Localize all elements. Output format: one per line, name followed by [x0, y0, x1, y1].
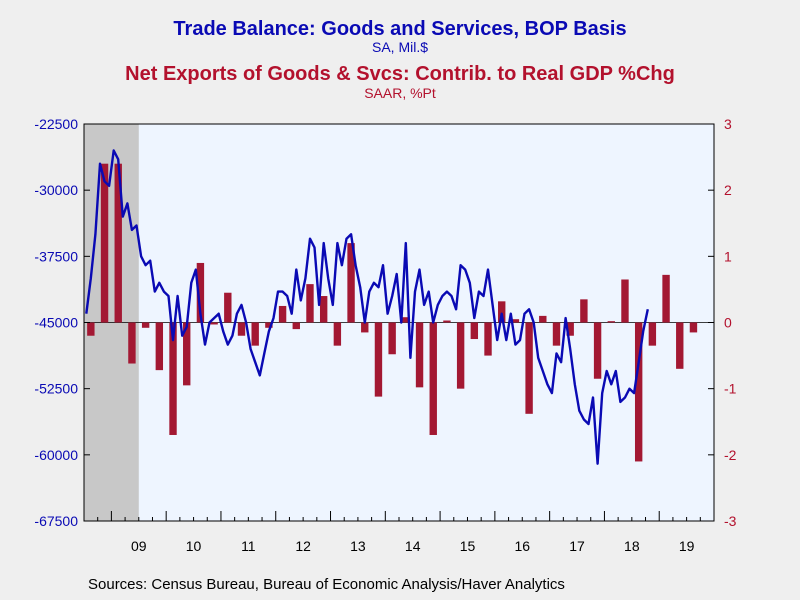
- right-axis-tick-label: -2: [724, 447, 737, 463]
- right-axis-tick-label: 1: [724, 248, 732, 264]
- right-axis-tick-label: -1: [724, 381, 737, 397]
- net-exports-bar: [621, 279, 629, 323]
- net-exports-bar: [155, 322, 164, 371]
- net-exports-bar: [141, 322, 150, 328]
- left-axis-tick-label: -45000: [34, 315, 78, 331]
- x-axis-tick-label: 16: [514, 538, 530, 554]
- trade-balance-line: [85, 149, 649, 465]
- net-exports-bar: [511, 319, 520, 323]
- net-exports-bar: [169, 322, 177, 435]
- left-axis-tick-label: -60000: [34, 447, 78, 463]
- net-exports-bar: [552, 322, 561, 346]
- net-exports-bar: [689, 322, 698, 333]
- chart-subtitle-secondary: SAAR, %Pt: [364, 85, 436, 101]
- net-exports-bar: [580, 299, 588, 323]
- net-exports-bar: [237, 322, 246, 336]
- net-exports-bar: [525, 322, 533, 414]
- net-exports-bar: [402, 317, 410, 323]
- x-axis-tick-label: 12: [295, 538, 311, 554]
- x-axis-tick-label: 19: [679, 538, 695, 554]
- net-exports-bar: [676, 322, 684, 369]
- net-exports-bar: [388, 322, 396, 355]
- net-exports-bar: [456, 322, 465, 389]
- x-axis-tick-label: 17: [569, 538, 585, 554]
- net-exports-bar: [361, 322, 369, 333]
- x-axis-tick-label: 09: [131, 538, 147, 554]
- net-exports-bar: [498, 301, 506, 323]
- right-axis-tick-label: 3: [724, 116, 732, 132]
- net-exports-bar: [539, 315, 547, 323]
- net-exports-bar: [593, 322, 602, 379]
- net-exports-bar: [306, 284, 314, 323]
- right-axis-tick-label: -3: [724, 513, 737, 529]
- chart-title: Trade Balance: Goods and Services, BOP B…: [173, 18, 627, 40]
- chart-title-secondary: Net Exports of Goods & Svcs: Contrib. to…: [125, 63, 675, 85]
- net-exports-bar: [429, 322, 437, 435]
- x-axis-tick-label: 11: [241, 538, 256, 554]
- source-note: Sources: Census Bureau, Bureau of Econom…: [88, 576, 565, 593]
- x-axis-tick-label: 15: [460, 538, 476, 554]
- x-axis-tick-label: 13: [350, 538, 366, 554]
- net-exports-bar: [347, 243, 355, 323]
- net-exports-bar: [374, 322, 383, 397]
- net-exports-bar: [607, 321, 615, 323]
- net-exports-bar: [224, 292, 232, 323]
- left-axis-tick-label: -22500: [34, 116, 78, 132]
- net-exports-bar: [443, 320, 451, 323]
- chart-subtitle: SA, Mil.$: [371, 39, 428, 55]
- net-exports-bar: [634, 322, 643, 462]
- x-axis-tick-label: 18: [624, 538, 640, 554]
- net-exports-bar: [319, 296, 328, 323]
- net-exports-bar: [100, 163, 109, 323]
- net-exports-bar: [114, 163, 122, 323]
- net-exports-bar: [265, 322, 273, 328]
- net-exports-bar: [87, 322, 95, 336]
- net-exports-bar: [566, 322, 574, 336]
- net-exports-bar: [648, 322, 657, 346]
- net-exports-bar: [183, 322, 191, 386]
- net-exports-bar: [470, 322, 479, 340]
- left-axis-tick-label: -67500: [34, 513, 78, 529]
- net-exports-bar: [251, 322, 259, 346]
- net-exports-bar: [278, 305, 287, 323]
- left-axis-tick-label: -37500: [34, 248, 78, 264]
- net-exports-bar: [196, 262, 205, 323]
- left-axis-tick-label: -30000: [34, 182, 78, 198]
- net-exports-bar: [415, 322, 424, 388]
- x-axis-tick-label: 10: [186, 538, 202, 554]
- right-axis-tick-label: 0: [724, 315, 732, 331]
- left-axis-tick-label: -52500: [34, 381, 78, 397]
- net-exports-bar: [333, 322, 342, 346]
- net-exports-bar: [484, 322, 492, 356]
- net-exports-bar: [210, 322, 218, 325]
- net-exports-bar: [662, 274, 670, 323]
- net-exports-bar: [292, 322, 300, 330]
- net-exports-bar: [128, 322, 136, 364]
- x-axis-tick-label: 14: [405, 538, 421, 554]
- right-axis-tick-label: 2: [724, 182, 732, 198]
